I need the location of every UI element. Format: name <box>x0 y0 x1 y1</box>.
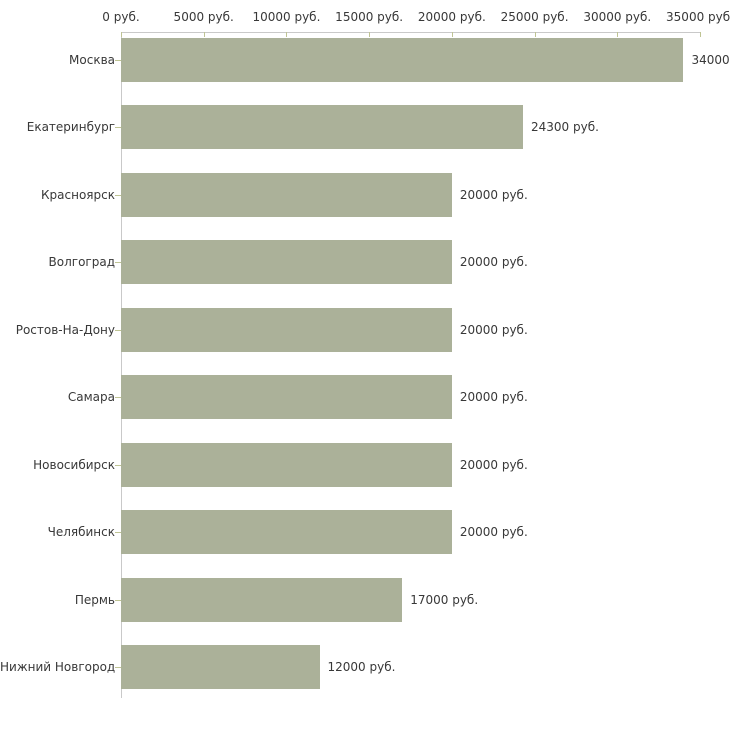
y-axis-tick <box>115 532 121 534</box>
y-axis-tick <box>115 397 121 399</box>
x-axis-tick-label: 15000 руб. <box>335 10 404 24</box>
category-label: Самара <box>67 390 115 405</box>
category-label: Волгоград <box>48 255 115 270</box>
category-label: Ростов-На-Дону <box>15 322 115 337</box>
x-axis-tick-label: 0 руб. <box>102 10 140 24</box>
category-label: Москва <box>69 53 115 67</box>
value-label: 20000 руб. <box>459 322 528 337</box>
x-axis-tick <box>121 32 122 37</box>
bar <box>121 38 684 82</box>
y-axis-tick <box>115 60 121 61</box>
category-label: Нижний Новгород <box>0 659 116 674</box>
category-label: Новосибирск <box>33 457 115 472</box>
category-label: Екатеринбург <box>26 120 115 135</box>
x-axis-tick <box>700 32 701 37</box>
bar <box>121 510 452 555</box>
y-axis-tick <box>115 194 121 196</box>
value-label: 20000 руб. <box>459 525 528 540</box>
value-label: 24300 руб. <box>530 120 599 135</box>
bar <box>121 442 452 487</box>
bar <box>121 644 320 689</box>
y-axis-tick <box>115 329 121 331</box>
x-axis-tick-label: 20000 руб. <box>417 10 486 24</box>
x-axis-tick <box>451 32 453 37</box>
x-axis-tick-label: 10000 руб. <box>252 10 321 24</box>
category-label: Красноярск <box>41 187 115 202</box>
x-axis-tick <box>203 32 205 37</box>
x-axis-tick <box>617 32 619 37</box>
value-label: 12000 руб. <box>327 659 396 674</box>
y-axis-tick <box>115 666 121 668</box>
value-label: 20000 руб. <box>459 255 528 270</box>
value-label: 17000 руб. <box>410 592 479 607</box>
y-axis-tick <box>115 464 121 466</box>
bar <box>121 105 523 150</box>
bar <box>121 172 452 217</box>
category-label: Пермь <box>74 592 115 607</box>
value-label: 20000 руб. <box>459 187 528 202</box>
category-label: Челябинск <box>47 525 115 540</box>
x-axis-tick <box>369 32 371 37</box>
y-axis-line <box>121 32 122 698</box>
bar <box>121 375 452 420</box>
x-axis-tick-label: 5000 руб. <box>173 10 234 24</box>
x-axis-tick-label: 35000 руб. <box>666 10 730 24</box>
y-axis-tick <box>115 127 121 129</box>
x-axis-tick <box>286 32 288 37</box>
bar <box>121 240 452 285</box>
y-axis-tick <box>115 262 121 264</box>
x-axis-tick-label: 30000 руб. <box>583 10 652 24</box>
bar <box>121 307 452 352</box>
x-axis-tick-label: 25000 руб. <box>500 10 569 24</box>
y-axis-tick <box>115 599 121 601</box>
x-axis-line <box>121 32 701 33</box>
value-label: 34000 руб. <box>691 53 730 67</box>
x-axis-tick <box>534 32 536 37</box>
value-label: 20000 руб. <box>459 390 528 405</box>
value-label: 20000 руб. <box>459 457 528 472</box>
bar <box>121 577 403 622</box>
